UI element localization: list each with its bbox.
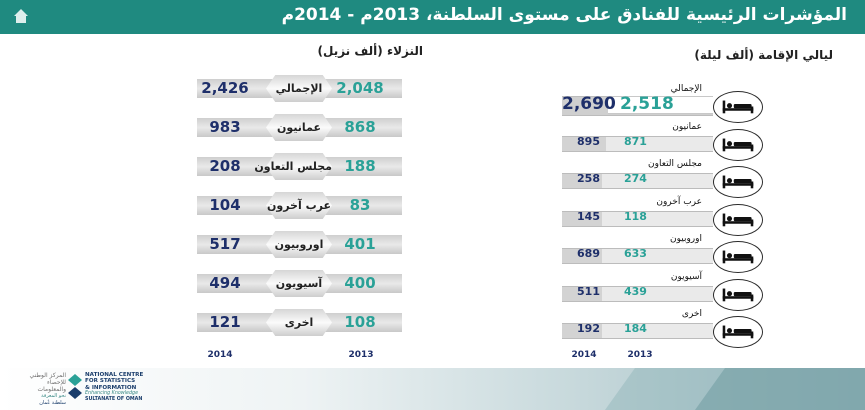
nights-category-label: آسيويون — [670, 271, 702, 282]
logo-ar-line-1: المركز الوطني — [29, 372, 66, 379]
bed-icon — [722, 175, 754, 189]
nights-category-label: الإجمالي — [670, 84, 702, 94]
guests-category-label: آسيويون — [275, 277, 323, 290]
guests-category-badge — [266, 309, 332, 336]
bed-icon — [722, 213, 754, 226]
guests-year-2014: 2014 — [207, 350, 233, 360]
logo-en-line-3: & INFORMATION — [85, 384, 137, 391]
nights-value-2013: 439 — [624, 284, 647, 298]
guests-category-label: الإجمالي — [275, 82, 323, 95]
guests-value-2014: 208 — [209, 157, 241, 175]
logo-ar-line-2: للإحصاء — [47, 379, 66, 386]
nights-value-2013: 2,518 — [620, 94, 674, 114]
logo-en-line-1: NATIONAL CENTRE — [85, 372, 144, 378]
guests-year-2013: 2013 — [348, 350, 374, 360]
guests-value-2013: 401 — [344, 235, 376, 253]
nights-bed-badge — [713, 203, 763, 236]
guests-value-2014: 121 — [209, 313, 241, 331]
guests-category-badge — [266, 270, 332, 297]
guests-category-badge — [266, 114, 332, 141]
nights-bar-2014 — [562, 210, 602, 227]
nights-bar-2014 — [562, 285, 602, 302]
nights-bed-badge — [713, 166, 763, 198]
footer-decoration — [605, 368, 865, 410]
guests-value-2013: 83 — [349, 196, 371, 214]
nights-value-2013: 871 — [624, 134, 647, 148]
nights-value-2013: 274 — [624, 172, 647, 185]
guests-value-2013: 868 — [344, 118, 376, 136]
nights-category-label: اوروبيون — [669, 234, 702, 244]
bed-icon — [722, 100, 754, 114]
guests-value-2014: 494 — [209, 274, 241, 292]
nights-bed-badge — [713, 91, 763, 123]
nights-bar-2014 — [562, 248, 602, 264]
nights-category-label: اخرى — [681, 309, 702, 319]
guests-category-label: اخرى — [284, 316, 314, 329]
nights-bar-2014 — [562, 135, 606, 152]
nights-value-2014: 192 — [577, 322, 600, 335]
logo-en-country: SULTANATE OF OMAN — [85, 397, 143, 403]
guests-category-badge — [266, 231, 332, 258]
home-icon — [14, 9, 28, 23]
guests-value-2013: 108 — [344, 313, 376, 331]
nights-bed-badge — [713, 241, 763, 273]
guests-category-badge — [266, 192, 332, 219]
bed-icon — [722, 288, 754, 301]
guests-value-2014: 2,426 — [201, 79, 249, 97]
nights-category-label: عمانيون — [672, 121, 702, 132]
guests-value-2014: 517 — [209, 235, 241, 253]
nights-value-2013: 184 — [624, 322, 647, 335]
bed-icon — [722, 325, 754, 339]
nights-bar-2014 — [562, 173, 602, 189]
header-bar — [0, 0, 865, 34]
nights-value-2014: 258 — [577, 172, 600, 185]
logo-arabic-text: المركز الوطني للإحصاء والمعلومات نحو الم… — [8, 372, 66, 407]
nights-bed-badge — [713, 278, 763, 311]
logo-en-line-2: FOR STATISTICS — [85, 378, 136, 385]
page-title: المؤشرات الرئيسية للفنادق على مستوى السل… — [281, 5, 847, 25]
guests-category-label: مجلس التعاون — [254, 160, 332, 173]
ncsi-logo: المركز الوطني للإحصاء والمعلومات نحو الم… — [8, 372, 158, 408]
nights-category-label: عرب آخرون — [656, 196, 702, 207]
nights-value-2014: 895 — [577, 134, 600, 148]
nights-value-2013: 633 — [624, 247, 647, 260]
nights-chart-title: ليالي الإقامة (ألف ليلة) — [694, 48, 833, 62]
guests-chart-title: النزلاء (ألف نزيل) — [317, 44, 423, 58]
guests-category-label: اوروبيون — [274, 238, 324, 251]
logo-ar-line-3: والمعلومات — [37, 386, 66, 393]
nights-year-2013: 2013 — [627, 350, 653, 360]
nights-year-2014: 2014 — [571, 350, 597, 360]
guests-category-badge — [266, 75, 332, 102]
bed-icon — [722, 250, 754, 264]
logo-ar-country: سلطنة عُمان — [39, 400, 66, 406]
nights-bed-badge — [713, 316, 763, 348]
logo-mark-icon — [68, 374, 82, 399]
logo-english-text: NATIONAL CENTRE FOR STATISTICS & INFORMA… — [85, 372, 160, 403]
guests-category-label: عمانيون — [277, 121, 321, 134]
guests-value-2014: 104 — [209, 196, 241, 214]
nights-bar-2013 — [608, 96, 713, 114]
guests-value-2013: 188 — [344, 157, 376, 175]
guests-value-2013: 400 — [344, 274, 376, 292]
nights-value-2014: 511 — [577, 284, 600, 298]
guests-value-2014: 983 — [209, 118, 241, 136]
guests-category-badge — [266, 153, 332, 180]
logo-ar-tagline: نحو المعرفة — [41, 393, 66, 399]
nights-value-2014: 2,690 — [562, 94, 616, 114]
nights-category-label: مجلس التعاون — [648, 159, 702, 169]
nights-value-2014: 689 — [577, 247, 600, 260]
guests-category-label: عرب آخرون — [266, 199, 331, 212]
nights-value-2013: 118 — [624, 209, 647, 223]
guests-value-2013: 2,048 — [336, 79, 384, 97]
nights-value-2014: 145 — [577, 209, 600, 223]
bed-icon — [722, 138, 754, 151]
nights-bar-2014 — [562, 323, 602, 339]
logo-en-tagline: Enhancing Knowledge — [85, 391, 139, 397]
nights-bed-badge — [713, 128, 763, 161]
